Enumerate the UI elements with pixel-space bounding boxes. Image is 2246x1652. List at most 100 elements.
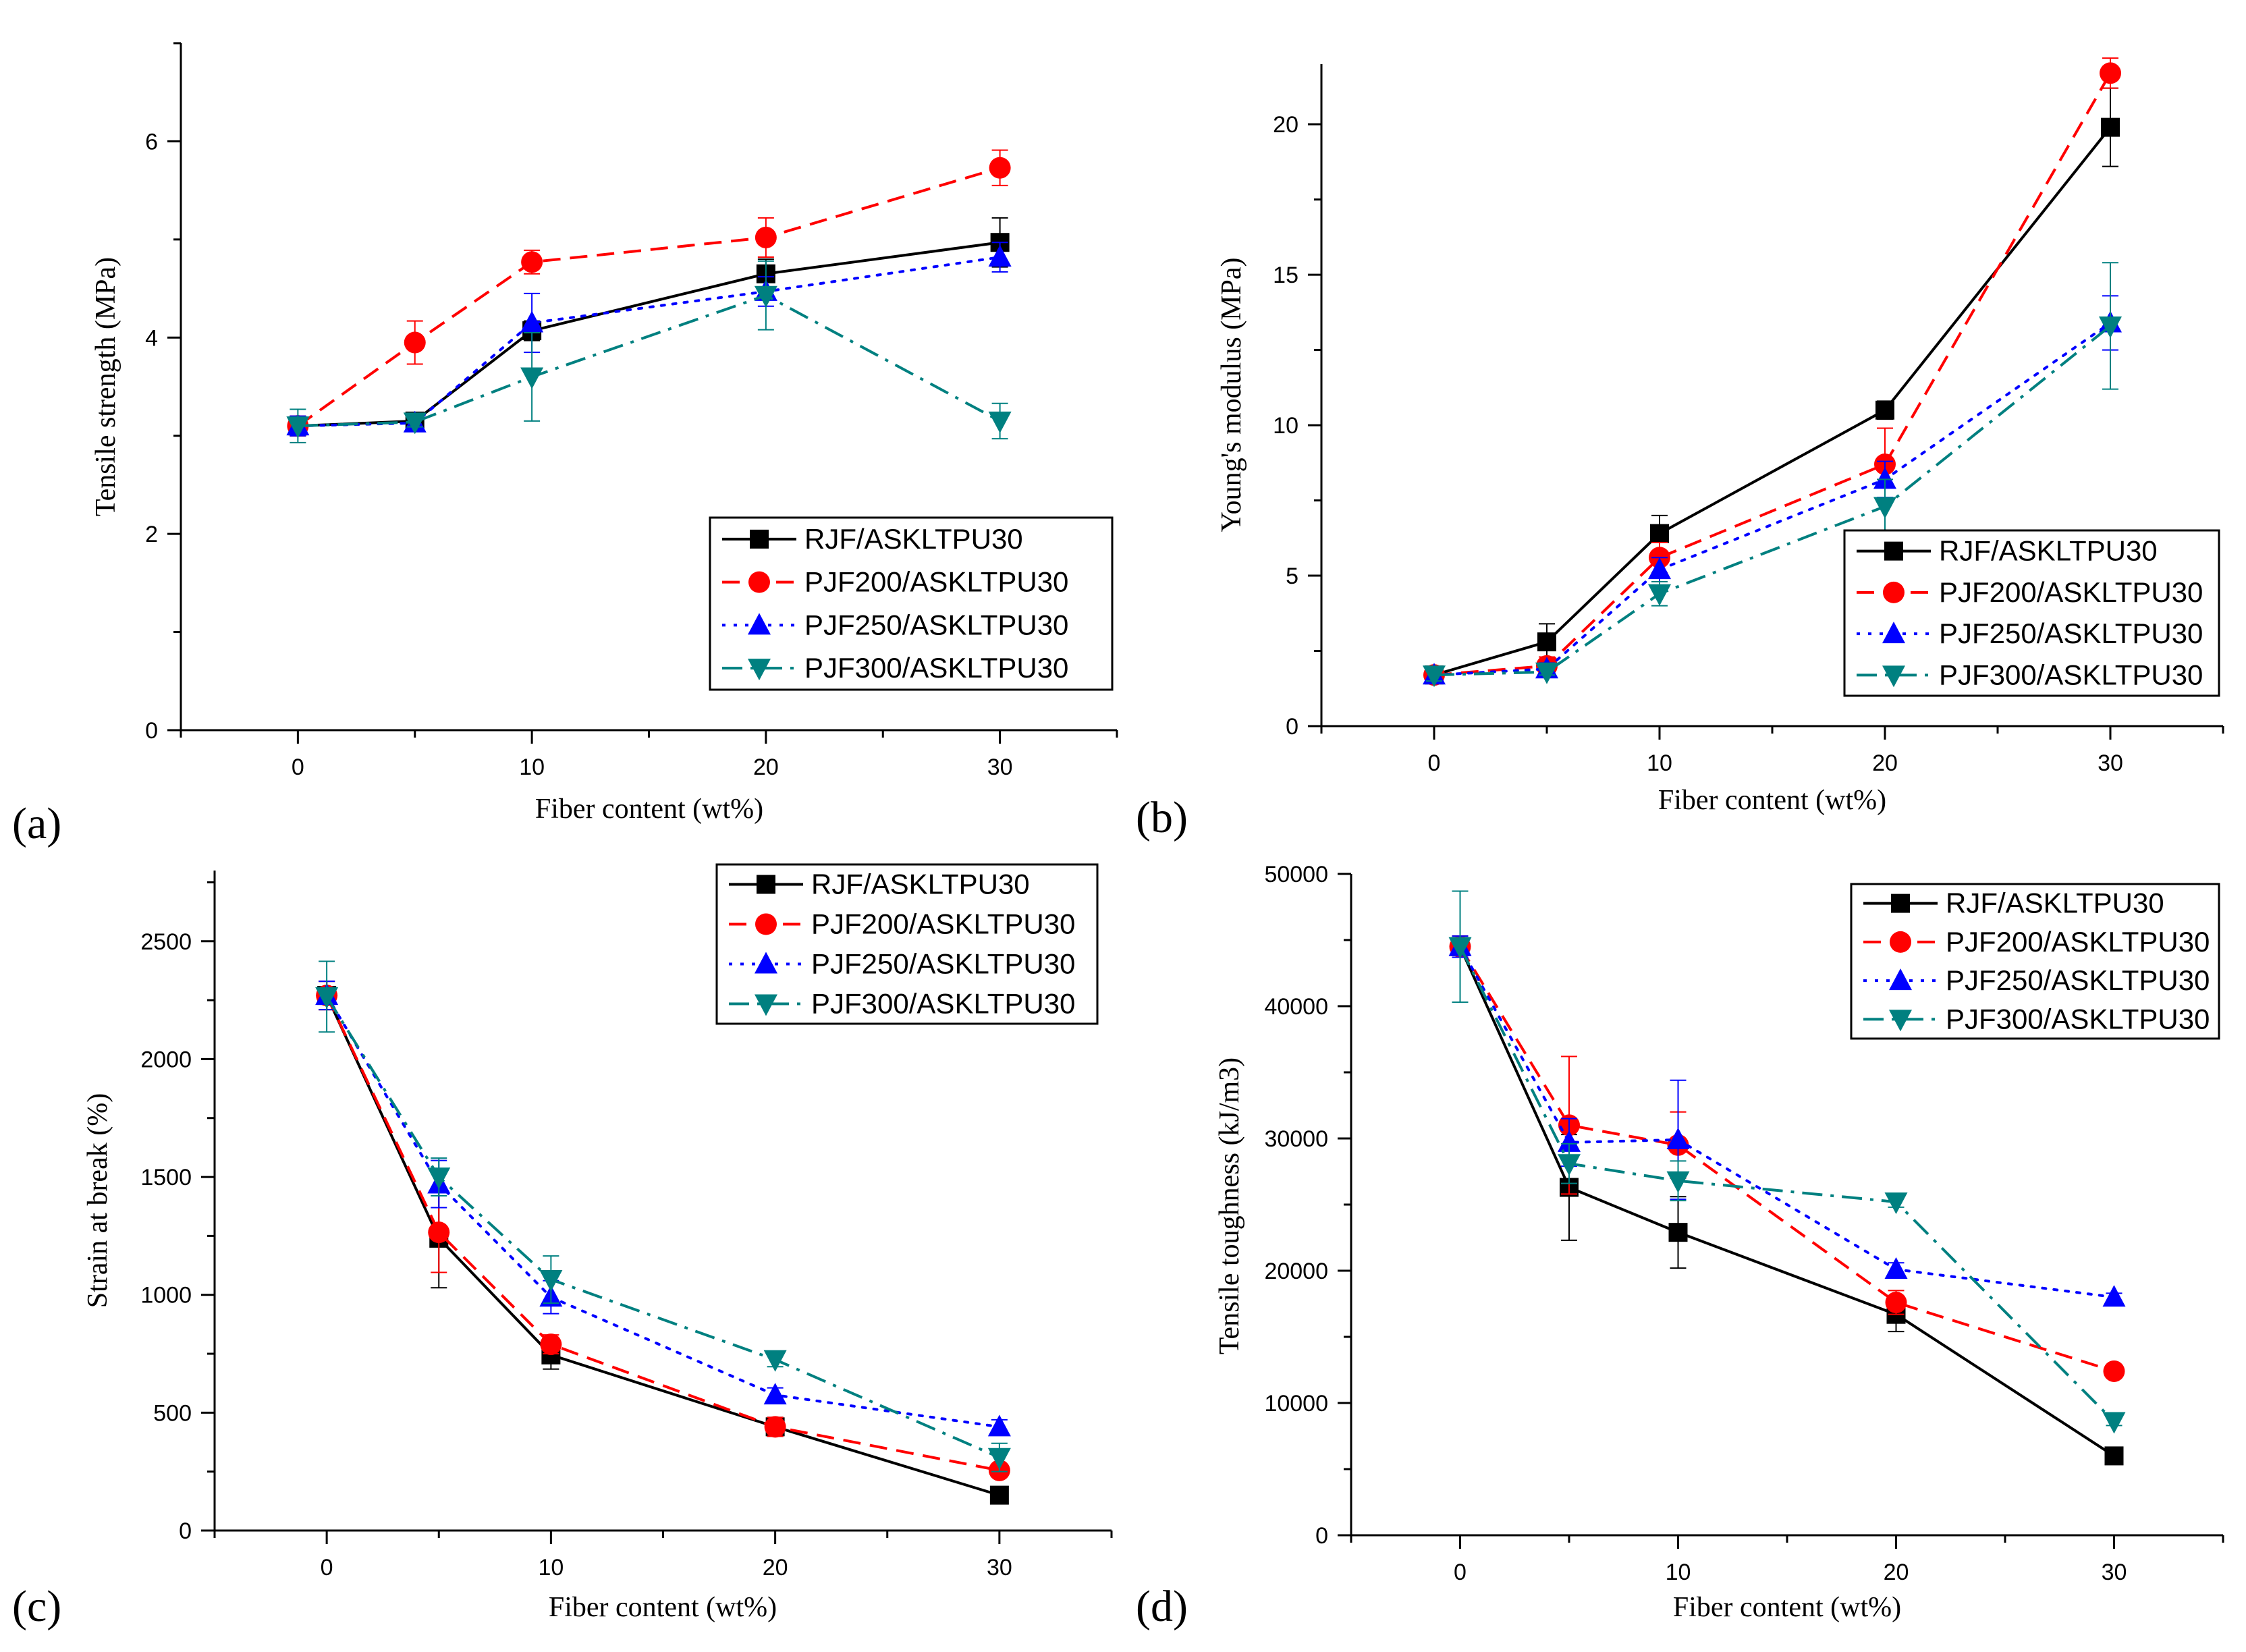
legend-marker bbox=[1882, 665, 1905, 688]
data-point bbox=[404, 331, 426, 354]
legend-label: PJF250/ASKLTPU30 bbox=[1946, 964, 2210, 996]
legend-marker bbox=[1889, 968, 1912, 991]
data-point bbox=[1650, 524, 1669, 543]
data-point bbox=[1873, 497, 1896, 519]
legend-marker bbox=[748, 659, 771, 681]
x-tick-label: 20 bbox=[1884, 1560, 1909, 1585]
x-tick-label: 0 bbox=[292, 754, 304, 780]
series-1 bbox=[288, 217, 1010, 437]
data-point bbox=[2104, 1446, 2124, 1466]
x-tick-label: 20 bbox=[763, 1555, 788, 1580]
x-tick-label: 20 bbox=[1872, 750, 1898, 776]
x-tick-label: 30 bbox=[987, 754, 1013, 780]
data-point bbox=[2102, 1412, 2126, 1434]
series-1 bbox=[1425, 87, 2120, 685]
panel-4: 0 10 20 30 0 10000 20000 30000 40000 50000 Fiber c… bbox=[1136, 862, 2224, 1631]
legend: RJF/ASKLTPU30 PJF200/ASKLTPU30 PJF250/ASKL… bbox=[1850, 883, 2220, 1040]
x-tick-label: 10 bbox=[519, 754, 545, 780]
x-axis-title: Fiber content (wt%) bbox=[1658, 785, 1886, 816]
series-4 bbox=[315, 960, 1011, 1472]
data-point bbox=[764, 1416, 786, 1438]
y-axis-title: Young's modulus (MPa) bbox=[1216, 257, 1247, 532]
data-point bbox=[540, 1333, 562, 1356]
series-line bbox=[297, 166, 1001, 427]
series-line bbox=[1458, 945, 2115, 1423]
series-4 bbox=[1448, 890, 2126, 1434]
y-tick-label: 15 bbox=[1273, 263, 1298, 288]
series-line bbox=[1458, 945, 2115, 1373]
data-point bbox=[1423, 665, 1446, 688]
y-tick-label: 6 bbox=[145, 129, 158, 155]
legend-marker bbox=[1883, 581, 1905, 603]
data-point bbox=[521, 251, 543, 273]
legend-label: PJF300/ASKLTPU30 bbox=[811, 988, 1075, 1020]
data-point bbox=[1666, 1171, 1690, 1193]
series-3 bbox=[315, 981, 1011, 1437]
data-point bbox=[2103, 1360, 2125, 1382]
data-point bbox=[1873, 467, 1896, 489]
legend-label: PJF300/ASKLTPU30 bbox=[1946, 1003, 2210, 1035]
y-tick-label: 4 bbox=[145, 325, 158, 351]
data-point bbox=[1535, 662, 1558, 684]
y-tick-label: 0 bbox=[145, 718, 158, 744]
legend-label: PJF200/ASKLTPU30 bbox=[1939, 576, 2203, 608]
x-axis-title: Fiber content (wt%) bbox=[549, 1592, 777, 1623]
y-tick-label: 30000 bbox=[1264, 1126, 1328, 1152]
series-line bbox=[325, 995, 1000, 1497]
y-tick-label: 10000 bbox=[1264, 1391, 1328, 1416]
legend-marker bbox=[755, 994, 777, 1016]
legend-marker bbox=[1884, 541, 1903, 561]
legend-label: PJF300/ASKLTPU30 bbox=[804, 652, 1068, 684]
data-point bbox=[1448, 937, 1472, 959]
legend-box bbox=[715, 863, 1099, 1025]
data-point bbox=[755, 226, 777, 248]
data-point bbox=[1666, 1127, 1690, 1149]
legend: RJF/ASKLTPU30 PJF200/ASKLTPU30 PJF250/ASKL… bbox=[709, 516, 1114, 691]
panel-3: 0 10 20 30 0 500 1000 1500 2000 2500 Fiber content… bbox=[12, 863, 1113, 1631]
y-tick-label: 1500 bbox=[140, 1165, 192, 1190]
x-tick-label: 0 bbox=[1454, 1560, 1467, 1585]
legend-marker bbox=[1891, 893, 1910, 913]
x-axis-title: Fiber content (wt%) bbox=[535, 794, 763, 825]
legend-label: RJF/ASKLTPU30 bbox=[811, 869, 1030, 900]
data-point bbox=[1668, 1223, 1688, 1242]
data-point bbox=[987, 1448, 1011, 1470]
series-line bbox=[298, 294, 1001, 428]
legend-box bbox=[709, 516, 1114, 691]
data-point bbox=[754, 285, 777, 308]
series-4 bbox=[1423, 262, 2122, 688]
legend-label: RJF/ASKLTPU30 bbox=[1939, 535, 2158, 567]
data-point bbox=[2101, 117, 2120, 137]
y-axis-title: Tensile strength (MPa) bbox=[90, 257, 121, 516]
x-tick-label: 20 bbox=[753, 754, 779, 780]
panel-2: 0 10 20 30 0 5 10 15 20 Fiber content (wt%) Young'… bbox=[1136, 57, 2224, 842]
data-point bbox=[763, 1383, 787, 1405]
legend-label: PJF300/ASKLTPU30 bbox=[1939, 659, 2203, 690]
x-tick-label: 0 bbox=[321, 1555, 333, 1580]
panel-label: (c) bbox=[12, 1582, 61, 1631]
x-tick-label: 30 bbox=[987, 1555, 1012, 1580]
x-tick-label: 10 bbox=[1666, 1560, 1691, 1585]
x-tick-label: 10 bbox=[538, 1555, 564, 1580]
y-tick-label: 20000 bbox=[1264, 1259, 1328, 1284]
x-axis-title: Fiber content (wt%) bbox=[1673, 1592, 1901, 1623]
legend-marker bbox=[748, 571, 770, 593]
legend-marker bbox=[755, 952, 777, 974]
y-axis-title: Tensile toughness (kJ/m3) bbox=[1214, 1057, 1245, 1354]
data-point bbox=[763, 1350, 787, 1372]
legend-label: PJF250/ASKLTPU30 bbox=[804, 609, 1068, 640]
series-3 bbox=[286, 242, 1012, 437]
data-point bbox=[1884, 1192, 1908, 1215]
series-1 bbox=[317, 981, 1009, 1505]
data-point bbox=[2099, 316, 2122, 338]
panel-1: 0 10 20 30 0 2 4 6 Fiber content (wt%) Tensile st… bbox=[12, 42, 1118, 848]
data-point bbox=[2102, 1285, 2126, 1307]
legend-label: PJF200/ASKLTPU30 bbox=[811, 908, 1075, 940]
legend-marker bbox=[757, 875, 775, 894]
y-tick-label: 2 bbox=[145, 522, 158, 547]
series-line bbox=[298, 241, 1000, 428]
data-point bbox=[1537, 632, 1556, 652]
series-4 bbox=[286, 260, 1012, 443]
y-tick-label: 5 bbox=[1286, 563, 1298, 589]
